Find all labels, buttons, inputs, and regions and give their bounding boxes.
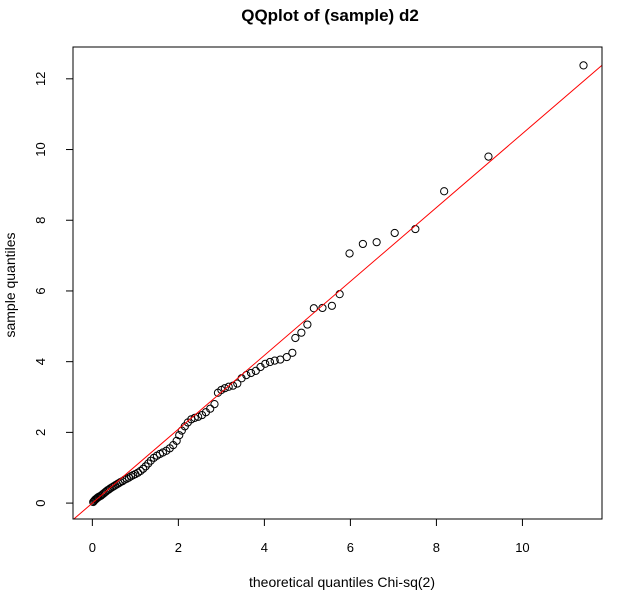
data-point <box>136 466 145 476</box>
data-point <box>210 399 219 409</box>
y-tick-label: 10 <box>33 142 48 156</box>
x-tick-label: 8 <box>433 540 440 555</box>
data-point <box>146 456 155 465</box>
x-tick-label: 10 <box>515 540 529 555</box>
data-point <box>224 382 233 391</box>
data-point <box>103 486 112 495</box>
data-point <box>345 249 354 258</box>
data-point <box>261 359 270 368</box>
y-tick-label: 0 <box>33 499 48 506</box>
data-point <box>139 464 148 473</box>
data-point <box>309 304 318 313</box>
data-point <box>411 224 420 234</box>
data-point <box>144 459 153 468</box>
data-point <box>220 384 229 393</box>
data-point <box>291 333 300 343</box>
y-tick-label: 8 <box>33 217 48 224</box>
x-tick-label: 2 <box>175 540 182 555</box>
data-point <box>303 320 312 329</box>
data-point <box>194 412 203 421</box>
data-point <box>133 468 143 477</box>
data-point <box>124 473 134 482</box>
data-point <box>175 431 184 440</box>
x-axis-label: theoretical quantiles Chi-sq(2) <box>249 574 435 590</box>
data-point <box>228 381 238 390</box>
data-point <box>372 238 381 247</box>
y-tick-label: 12 <box>33 72 48 86</box>
y-tick-label: 6 <box>33 287 48 294</box>
data-point <box>233 379 242 388</box>
data-point <box>297 328 306 337</box>
data-point <box>270 356 279 365</box>
x-tick-label: 6 <box>347 540 354 555</box>
data-point <box>246 368 256 378</box>
data-point <box>265 357 275 367</box>
data-point <box>579 61 588 70</box>
x-tick-label: 0 <box>89 540 96 555</box>
y-axis-label: sample quantiles <box>2 232 18 337</box>
data-point <box>335 290 344 299</box>
y-tick-label: 2 <box>33 429 48 436</box>
data-point <box>141 462 150 471</box>
data-points <box>89 61 588 507</box>
x-axis: 0 2 4 6 8 10 <box>89 519 530 555</box>
plot-area-frame <box>72 46 603 520</box>
reference-line <box>73 64 603 520</box>
data-point <box>440 187 449 196</box>
data-point <box>484 152 493 161</box>
y-axis: 0 2 4 6 8 10 12 <box>33 72 73 507</box>
data-point <box>177 426 186 435</box>
data-point <box>206 404 215 413</box>
data-point <box>327 301 337 310</box>
chart-title: QQplot of (sample) d2 <box>241 6 419 25</box>
data-point <box>358 239 367 249</box>
y-tick-label: 4 <box>33 358 48 365</box>
data-point <box>288 348 297 357</box>
data-point <box>251 366 260 375</box>
data-point <box>282 352 291 362</box>
x-tick-label: 4 <box>261 540 268 555</box>
data-point <box>390 228 399 238</box>
data-point <box>242 371 251 380</box>
